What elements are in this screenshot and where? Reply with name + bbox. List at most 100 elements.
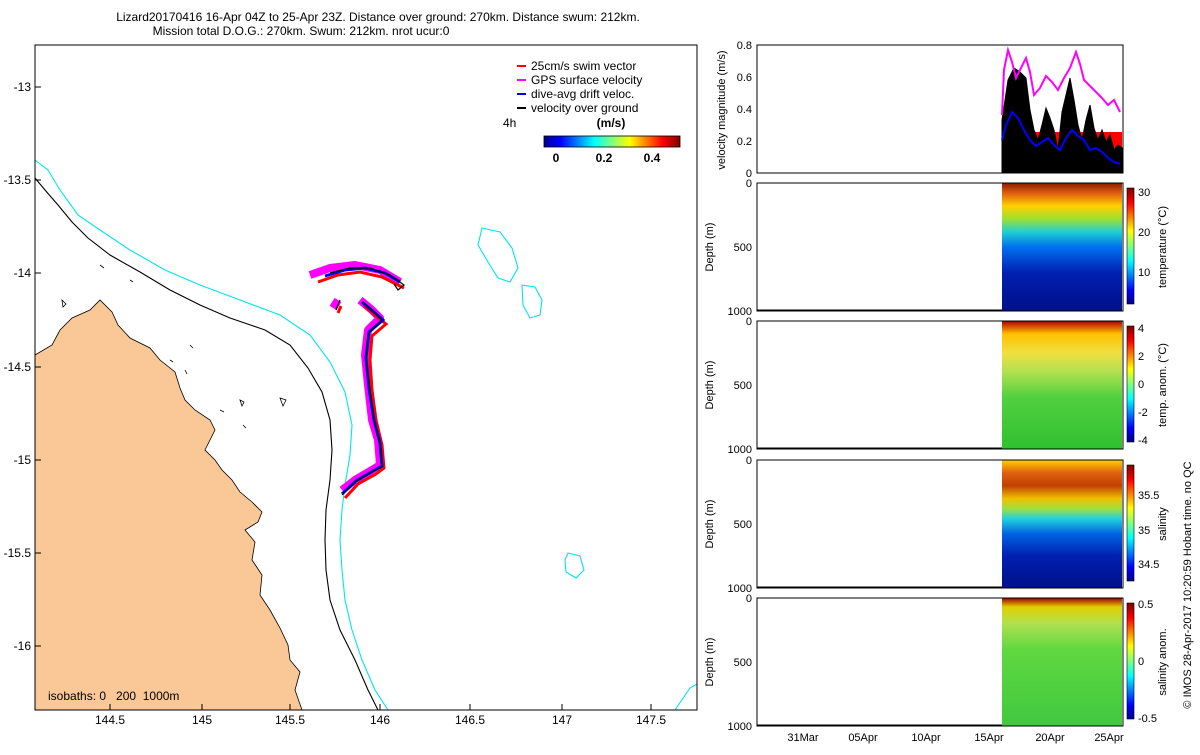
salinity-cbar-tick-0: 35.5 xyxy=(1138,490,1159,502)
velocity-ytick-2: 0.4 xyxy=(737,104,752,116)
time-xtick-0: 31Mar xyxy=(787,732,819,744)
track-over-ground xyxy=(329,267,405,496)
map-ytick-4: -15 xyxy=(14,453,32,467)
salinity-anomaly-ytick-0: 0 xyxy=(746,593,752,605)
time-xtick-4: 20Apr xyxy=(1035,732,1065,744)
salinity-anomaly-frame xyxy=(756,597,1124,727)
map-panel: 25cm/s swim vector GPS surface velocity … xyxy=(4,44,698,727)
time-xtick-3: 15Apr xyxy=(974,732,1004,744)
reef-outline-1 xyxy=(477,227,519,283)
salinity-anomaly-cbar-tick-2: -0.5 xyxy=(1138,713,1157,725)
header-line2: Mission total D.O.G.: 270km. Swum: 212km… xyxy=(153,24,450,38)
velocity-frame xyxy=(756,44,1124,174)
header-line1: Lizard20170416 16-Apr 04Z to 25-Apr 23Z.… xyxy=(116,10,640,24)
map-xtick-5: 147 xyxy=(552,713,572,727)
velocity-ytick-3: 0.6 xyxy=(737,72,752,84)
salinity-anomaly-ytick-1: 500 xyxy=(734,657,752,669)
colorbar-unit: (m/s) xyxy=(597,116,626,130)
temperature-data xyxy=(1002,183,1122,311)
salinity-cbar-label: salinity xyxy=(1157,507,1169,541)
temp-anomaly-cbar-tick-3: -2 xyxy=(1138,407,1148,419)
temp-anomaly-ytick-0: 0 xyxy=(746,316,752,328)
velocity-gps-line xyxy=(1001,46,1121,116)
time-xtick-5: 25Apr xyxy=(1094,732,1124,744)
temperature-ytick-1: 500 xyxy=(734,242,752,254)
reef-islands xyxy=(61,264,287,429)
map-ytick-0: -13 xyxy=(14,80,32,94)
temp-anomaly-frame xyxy=(756,320,1124,450)
temp-anomaly-cbar-label: temp. anom. (°C) xyxy=(1157,343,1169,427)
map-xtick-0: 144.5 xyxy=(95,713,125,727)
salinity-data xyxy=(1002,460,1122,588)
salinity-anomaly-cbar-label: salinity anom. xyxy=(1157,628,1169,695)
colorbar-time-label: 4h xyxy=(503,116,516,130)
temperature-ylabel: Depth (m) xyxy=(704,223,716,272)
reef-outline-3 xyxy=(564,552,585,579)
temp-anomaly-ylabel: Depth (m) xyxy=(704,361,716,410)
legend-label-swim: 25cm/s swim vector xyxy=(531,59,636,73)
salinity-cbar-tick-2: 34.5 xyxy=(1138,559,1159,571)
map-xtick-1: 145 xyxy=(192,713,212,727)
salinity-anomaly-panel: 0 500 1000 Depth (m) 0.5 0 -0.5 salinity… xyxy=(704,593,1169,733)
time-xtick-2: 10Apr xyxy=(911,732,941,744)
salinity-ytick-1: 500 xyxy=(734,519,752,531)
temp-anomaly-colorbar xyxy=(1126,325,1135,443)
velocity-ytick-1: 0.2 xyxy=(737,136,752,148)
temp-anomaly-ytick-1: 500 xyxy=(734,380,752,392)
temp-anomaly-panel: 0 500 1000 Depth (m) 4 2 0 -2 -4 temp. a… xyxy=(704,316,1169,456)
salinity-cbar-tick-1: 35 xyxy=(1138,525,1150,537)
temperature-ytick-0: 0 xyxy=(746,178,752,190)
temperature-colorbar xyxy=(1126,187,1135,305)
salinity-colorbar xyxy=(1126,464,1135,582)
map-ytick-1: -13.5 xyxy=(4,173,32,187)
map-y-axis: -13 -13.5 -14 -14.5 -15 -15.5 -16 xyxy=(4,80,41,653)
map-ytick-2: -14 xyxy=(14,266,32,280)
temperature-frame xyxy=(756,182,1124,312)
time-x-axis: 31Mar 05Apr 10Apr 15Apr 20Apr 25Apr xyxy=(787,732,1124,744)
map-xtick-2: 145.5 xyxy=(275,713,305,727)
temp-anomaly-cbar-tick-0: 4 xyxy=(1138,323,1144,335)
temperature-cbar-tick-1: 20 xyxy=(1138,227,1150,239)
temperature-cbar-label: temperature (°C) xyxy=(1157,206,1169,288)
velocity-vog-line xyxy=(1001,67,1123,173)
temperature-cbar-tick-2: 10 xyxy=(1138,267,1150,279)
legend-label-vog: velocity over ground xyxy=(531,101,638,115)
copyright-note: © IMOS 28-Apr-2017 10:20:59 Hobart time.… xyxy=(1182,461,1194,708)
map-ytick-3: -14.5 xyxy=(4,360,32,374)
reef-outline-4 xyxy=(674,683,698,711)
map-ytick-5: -15.5 xyxy=(4,546,32,560)
temp-anomaly-cbar-tick-4: -4 xyxy=(1138,435,1148,447)
temp-anomaly-ytick-2: 1000 xyxy=(728,444,752,456)
temperature-ytick-2: 1000 xyxy=(728,306,752,318)
colorbar-tick-2: 0.4 xyxy=(644,151,661,165)
map-ytick-6: -16 xyxy=(14,639,32,653)
colorbar-tick-0: 0 xyxy=(553,151,560,165)
velocity-ytick-0: 0 xyxy=(746,168,752,180)
track-swim-vector xyxy=(317,270,405,500)
salinity-anomaly-ylabel: Depth (m) xyxy=(704,638,716,687)
temp-anomaly-cbar-tick-1: 2 xyxy=(1138,351,1144,363)
colorbar-tick-1: 0.2 xyxy=(596,151,613,165)
map-x-axis: 144.5 145 145.5 146 146.5 147 147.5 xyxy=(95,704,666,727)
salinity-frame xyxy=(756,459,1124,589)
glider-track xyxy=(308,261,405,500)
salinity-anomaly-colorbar xyxy=(1126,602,1135,720)
isobaths-label: isobaths: 0 200 1000m xyxy=(48,689,179,703)
velocity-ytick-4: 0.8 xyxy=(737,40,752,52)
legend-label-drift: dive-avg drift veloc. xyxy=(531,87,634,101)
map-xtick-4: 146.5 xyxy=(455,713,485,727)
salinity-ytick-2: 1000 xyxy=(728,583,752,595)
velocity-panel: 0 0.2 0.4 0.6 0.8 velocity magnitude (m/… xyxy=(716,40,1124,180)
reef-outline-2 xyxy=(521,284,543,319)
isobath-1000 xyxy=(34,159,389,711)
isobath-200 xyxy=(34,177,379,711)
map-xtick-3: 146 xyxy=(370,713,390,727)
map-legend: 25cm/s swim vector GPS surface velocity … xyxy=(517,59,642,115)
temperature-panel: 0 500 1000 Depth (m) 30 20 10 temperatur… xyxy=(704,178,1169,318)
salinity-anomaly-cbar-tick-1: 0 xyxy=(1138,656,1144,668)
land-mass xyxy=(34,299,303,711)
velocity-drift-line xyxy=(1001,110,1121,165)
time-xtick-1: 05Apr xyxy=(848,732,878,744)
salinity-ytick-0: 0 xyxy=(746,455,752,467)
